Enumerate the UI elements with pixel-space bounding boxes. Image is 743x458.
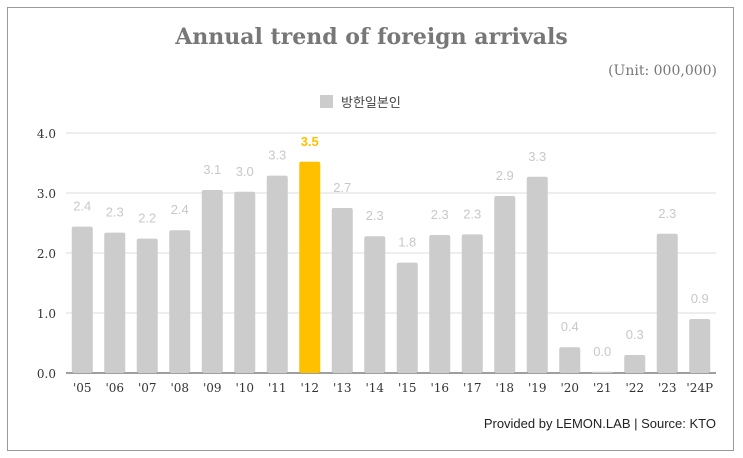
data-label: 2.9: [496, 168, 514, 183]
bar: [656, 233, 678, 373]
x-tick-label: '15: [398, 381, 417, 395]
bar: [591, 371, 613, 373]
legend-label: 방한일본인: [341, 95, 401, 110]
data-label: 3.3: [528, 149, 546, 164]
x-tick-label: '17: [463, 381, 482, 395]
y-tick-label: 1.0: [37, 307, 56, 321]
legend: 방한일본인: [320, 92, 401, 111]
x-tick-label: '08: [170, 381, 189, 395]
bar: [136, 238, 158, 373]
y-tick-label: 2.0: [37, 247, 56, 261]
data-label: 0.9: [691, 291, 709, 306]
chart-frame: [7, 7, 734, 451]
bar: [299, 161, 321, 373]
chart-title: Annual trend of foreign arrivals: [175, 24, 568, 50]
data-label: 2.3: [106, 205, 124, 220]
bar: [461, 234, 483, 373]
source-footer: Provided by LEMON.LAB | Source: KTO: [483, 416, 716, 431]
data-label: 2.3: [463, 206, 481, 221]
x-tick-label: '21: [593, 381, 612, 395]
x-tick-label: '18: [495, 381, 514, 395]
data-label: 2.4: [171, 202, 189, 217]
data-label: 0.3: [626, 327, 644, 342]
data-label: 3.1: [203, 162, 221, 177]
x-tick-label: '12: [300, 381, 319, 395]
bar: [234, 191, 256, 373]
bar: [559, 347, 581, 373]
data-label: 2.3: [431, 207, 449, 222]
bar: [71, 226, 93, 373]
bar: [104, 232, 126, 373]
data-label: 1.8: [398, 235, 416, 250]
x-tick-label: '06: [105, 381, 124, 395]
bar: [494, 196, 516, 373]
x-tick-label: '13: [333, 381, 352, 395]
bar: [331, 208, 353, 373]
bar: [266, 175, 288, 373]
bar: [396, 262, 418, 373]
data-label: 2.2: [138, 211, 156, 226]
x-tick-label: '05: [73, 381, 92, 395]
x-tick-label: '24P: [686, 381, 713, 395]
unit-label: (Unit: 000,000): [608, 63, 717, 79]
bar: [526, 176, 548, 373]
bar: [624, 355, 646, 373]
bar: [429, 235, 451, 373]
bar: [169, 230, 191, 373]
bar: [364, 236, 386, 373]
y-tick-label: 0.0: [37, 367, 56, 381]
x-tick-label: '19: [528, 381, 547, 395]
x-tick-label: '10: [235, 381, 254, 395]
y-tick-label: 4.0: [37, 127, 56, 141]
data-label: 3.5: [301, 134, 319, 149]
x-tick-label: '09: [203, 381, 222, 395]
data-label: 2.7: [333, 180, 351, 195]
data-label: 2.4: [73, 199, 91, 214]
x-tick-label: '07: [138, 381, 157, 395]
x-tick-label: '16: [430, 381, 449, 395]
data-label: 3.3: [268, 148, 286, 163]
x-tick-label: '20: [560, 381, 579, 395]
x-tick-label: '22: [625, 381, 644, 395]
data-label: 2.3: [658, 206, 676, 221]
x-tick-label: '23: [658, 381, 677, 395]
bar: [201, 190, 223, 373]
legend-swatch: [320, 95, 333, 108]
data-label: 0.4: [561, 319, 579, 334]
data-label: 0.0: [593, 344, 611, 359]
bar: [689, 319, 711, 373]
data-label: 3.0: [236, 164, 254, 179]
x-tick-label: '14: [365, 381, 384, 395]
x-tick-label: '11: [268, 381, 287, 395]
y-tick-label: 3.0: [37, 187, 56, 201]
data-label: 2.3: [366, 208, 384, 223]
